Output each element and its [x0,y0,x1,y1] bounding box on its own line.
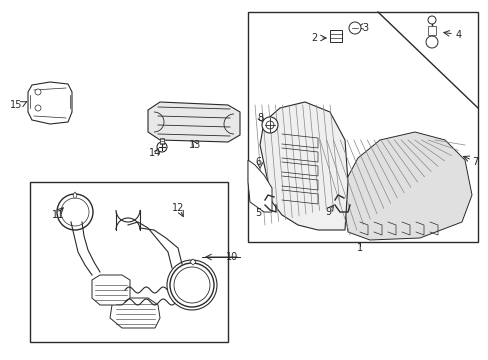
Polygon shape [260,102,347,230]
Circle shape [174,267,209,303]
Polygon shape [148,102,240,142]
Circle shape [427,16,435,24]
Text: 8: 8 [256,113,263,123]
Circle shape [265,121,273,129]
Polygon shape [73,192,77,198]
Text: 10: 10 [225,252,238,262]
Bar [247,12,477,242]
Text: 9: 9 [324,207,330,217]
Polygon shape [28,82,72,124]
Polygon shape [190,259,196,265]
Polygon shape [247,160,271,212]
Text: 15: 15 [10,100,22,110]
Circle shape [35,105,41,111]
Circle shape [262,117,278,133]
Text: 1: 1 [356,243,362,253]
Circle shape [425,36,437,48]
Circle shape [167,260,217,310]
Text: 4: 4 [455,30,461,40]
Text: 14: 14 [148,148,161,158]
Polygon shape [345,132,471,240]
Text: 6: 6 [254,157,261,167]
Polygon shape [110,298,160,328]
Circle shape [157,142,167,152]
Circle shape [35,89,41,95]
Polygon shape [329,30,341,42]
Text: 12: 12 [171,203,184,213]
Text: 7: 7 [471,157,477,167]
Text: 13: 13 [188,140,201,150]
Bar [30,182,227,342]
Polygon shape [92,275,130,305]
Circle shape [348,22,360,34]
Text: 5: 5 [254,208,261,218]
Polygon shape [427,26,435,35]
Text: 3: 3 [361,23,367,33]
Text: 2: 2 [311,33,317,43]
Text: 11: 11 [52,210,64,220]
Polygon shape [160,138,163,144]
